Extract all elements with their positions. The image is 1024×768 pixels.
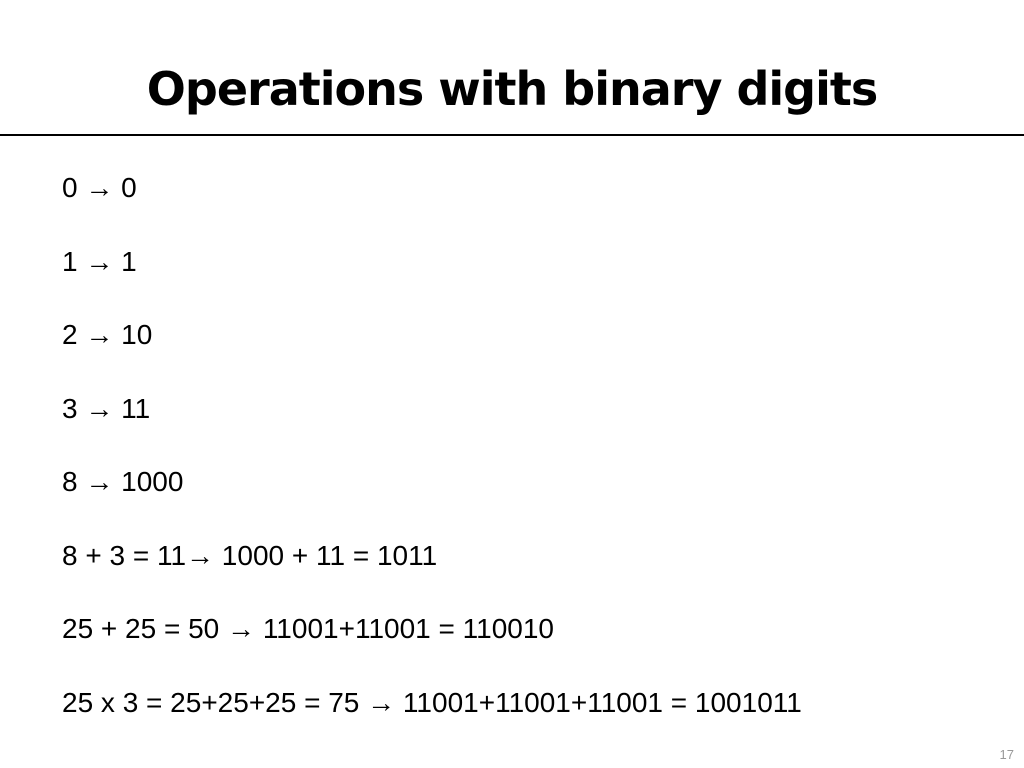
title-rule <box>0 134 1024 136</box>
content-line: 0 → 0 <box>62 172 137 203</box>
content-line: 1 → 1 <box>62 245 137 277</box>
content-list: 0 → 0 1 → 1 2 → 10 3 → 11 8 → 1000 8 + 3 = 11… <box>62 170 802 758</box>
slide-title: Operations with binary digits <box>146 62 878 116</box>
content-line: 3 → 11 <box>62 392 151 424</box>
page-number: 17 <box>999 747 1014 762</box>
content-line: 25 + 25 = 50 → 11001+11001 = 110010 <box>62 613 554 644</box>
content-line: 8 + 3 = 11→ 1000 + 11 = 1011 <box>62 539 438 571</box>
content-line: 2 → 10 <box>62 319 153 350</box>
content-line: 25 x 3 = 25+25+25 = 75 → 11001+11001+110… <box>62 686 802 718</box>
content-line: 8 → 1000 <box>62 466 184 497</box>
